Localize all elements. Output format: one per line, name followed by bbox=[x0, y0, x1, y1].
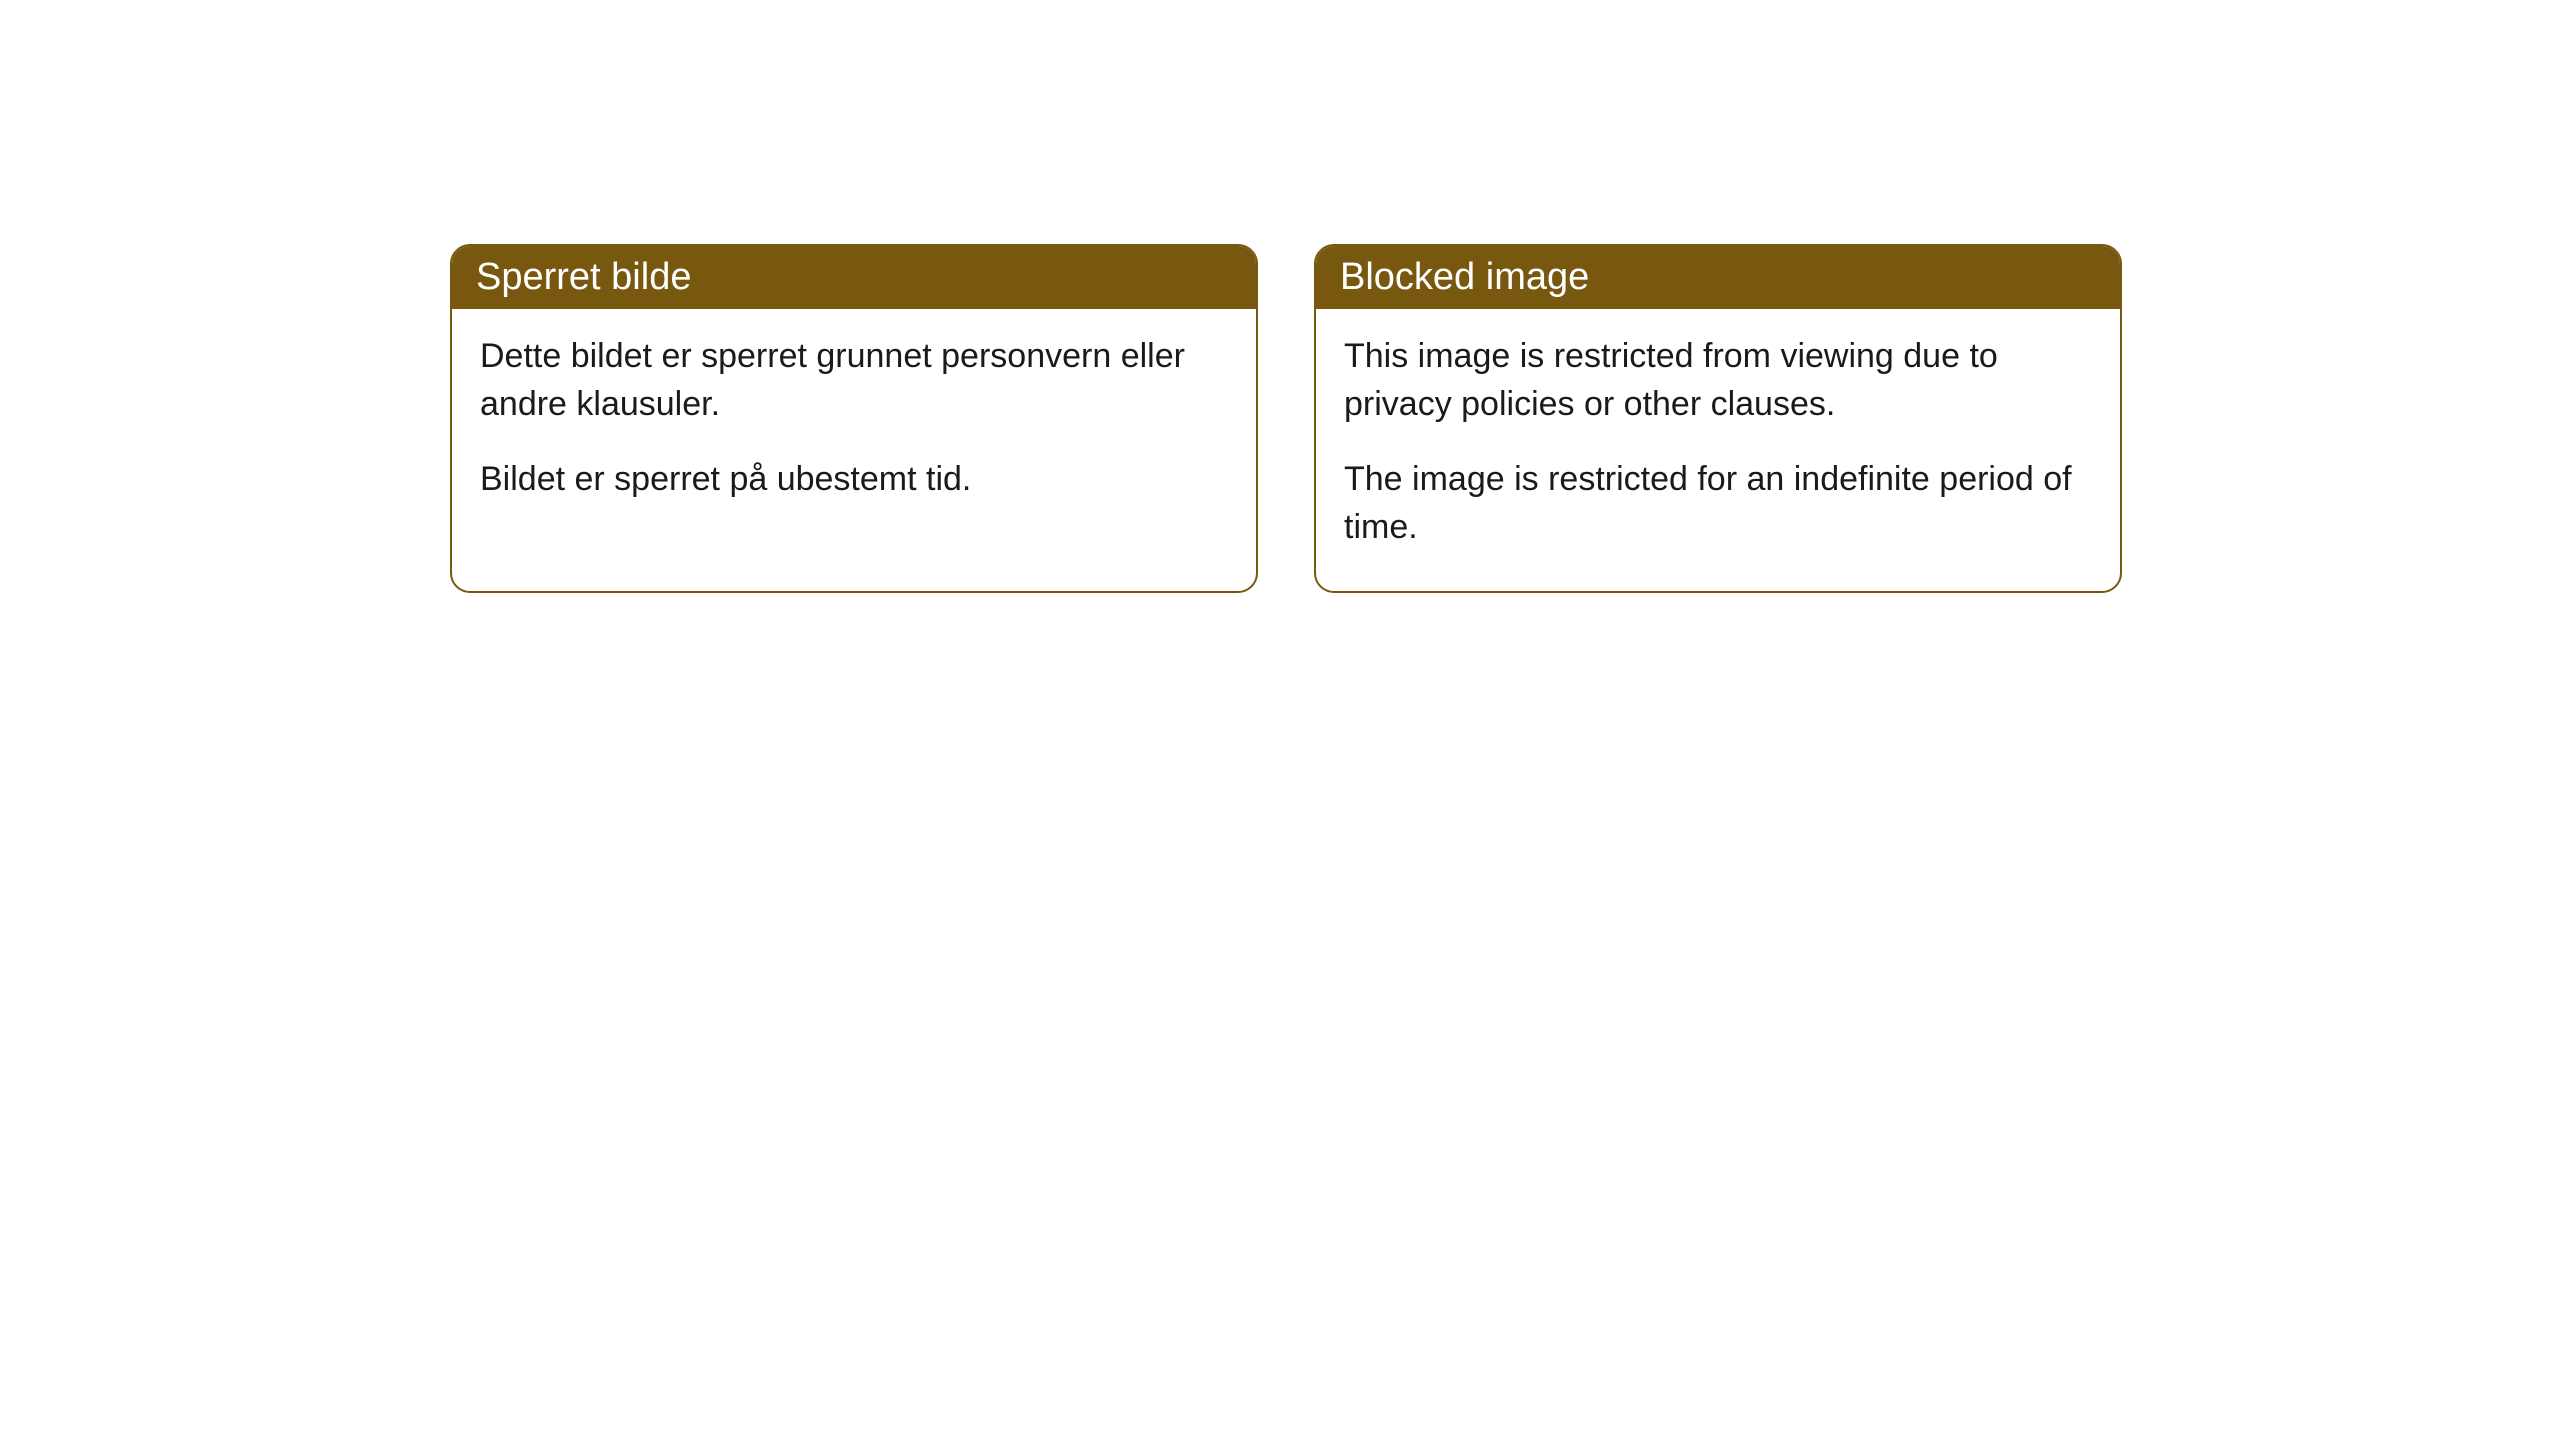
notice-header-english: Blocked image bbox=[1316, 246, 2120, 309]
notice-paragraph: The image is restricted for an indefinit… bbox=[1344, 456, 2092, 551]
notice-card-english: Blocked image This image is restricted f… bbox=[1314, 244, 2122, 593]
notice-body-norwegian: Dette bildet er sperret grunnet personve… bbox=[452, 309, 1256, 544]
notice-paragraph: Bildet er sperret på ubestemt tid. bbox=[480, 456, 1228, 504]
notice-paragraph: This image is restricted from viewing du… bbox=[1344, 333, 2092, 428]
notice-header-norwegian: Sperret bilde bbox=[452, 246, 1256, 309]
notice-body-english: This image is restricted from viewing du… bbox=[1316, 309, 2120, 591]
notice-card-norwegian: Sperret bilde Dette bildet er sperret gr… bbox=[450, 244, 1258, 593]
notice-paragraph: Dette bildet er sperret grunnet personve… bbox=[480, 333, 1228, 428]
notice-container: Sperret bilde Dette bildet er sperret gr… bbox=[0, 0, 2560, 593]
